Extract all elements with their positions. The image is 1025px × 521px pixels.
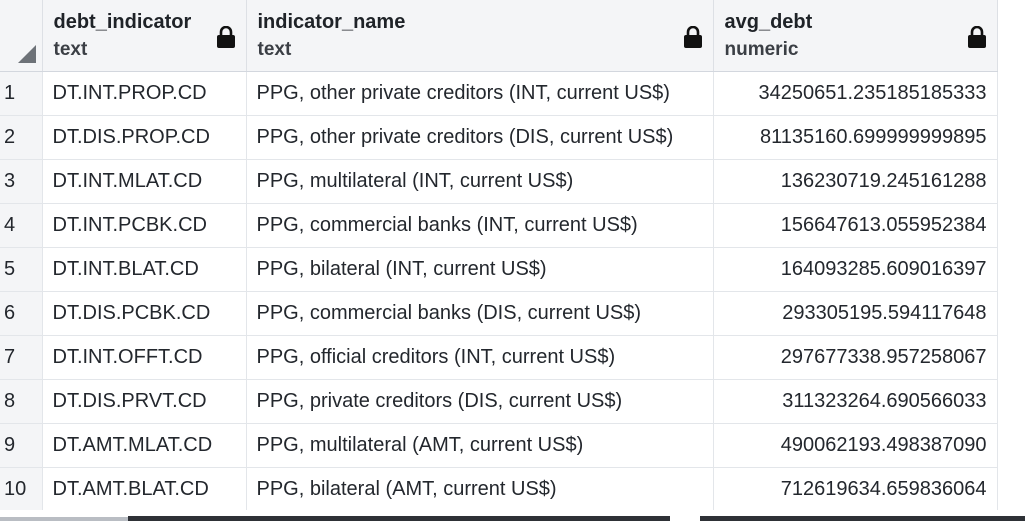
- column-header-debt-indicator[interactable]: debt_indicator text: [42, 0, 247, 72]
- lock-icon: [967, 26, 986, 48]
- table-row[interactable]: 9 DT.AMT.MLAT.CD PPG, multilateral (AMT,…: [0, 423, 998, 468]
- scrollbar-thumb[interactable]: [128, 516, 670, 521]
- table-row[interactable]: 1 DT.INT.PROP.CD PPG, other private cred…: [0, 71, 998, 116]
- row-number[interactable]: 6: [0, 291, 43, 336]
- data-table: debt_indicator text indicator_name text: [0, 0, 998, 512]
- row-number[interactable]: 1: [0, 71, 43, 116]
- column-header-indicator-name[interactable]: indicator_name text: [246, 0, 714, 72]
- table-row[interactable]: 7 DT.INT.OFFT.CD PPG, official creditors…: [0, 335, 998, 380]
- scrollbar-track: [0, 517, 128, 521]
- column-type: numeric: [724, 39, 799, 60]
- table-row[interactable]: 6 DT.DIS.PCBK.CD PPG, commercial banks (…: [0, 291, 998, 336]
- cell-avg-debt[interactable]: 293305195.594117648: [713, 291, 998, 336]
- cell-debt-indicator[interactable]: DT.INT.PROP.CD: [42, 71, 247, 116]
- cell-avg-debt[interactable]: 34250651.235185185333: [713, 71, 998, 116]
- cell-debt-indicator[interactable]: DT.DIS.PROP.CD: [42, 115, 247, 160]
- table-row[interactable]: 8 DT.DIS.PRVT.CD PPG, private creditors …: [0, 379, 998, 424]
- cell-indicator-name[interactable]: PPG, bilateral (INT, current US$): [246, 247, 714, 292]
- header-row: debt_indicator text indicator_name text: [0, 0, 998, 72]
- cell-avg-debt[interactable]: 311323264.690566033: [713, 379, 998, 424]
- cell-debt-indicator[interactable]: DT.AMT.BLAT.CD: [42, 467, 247, 512]
- cell-debt-indicator[interactable]: DT.AMT.MLAT.CD: [42, 423, 247, 468]
- cell-avg-debt[interactable]: 81135160.699999999895: [713, 115, 998, 160]
- lock-icon: [216, 26, 235, 48]
- table-row[interactable]: 5 DT.INT.BLAT.CD PPG, bilateral (INT, cu…: [0, 247, 998, 292]
- table-row[interactable]: 4 DT.INT.PCBK.CD PPG, commercial banks (…: [0, 203, 998, 248]
- column-name: indicator_name: [257, 11, 406, 33]
- row-number[interactable]: 9: [0, 423, 43, 468]
- scrollbar-segment: [700, 516, 1025, 521]
- cell-avg-debt[interactable]: 136230719.245161288: [713, 159, 998, 204]
- cell-indicator-name[interactable]: PPG, private creditors (DIS, current US$…: [246, 379, 714, 424]
- cell-avg-debt[interactable]: 164093285.609016397: [713, 247, 998, 292]
- column-header-avg-debt[interactable]: avg_debt numeric: [713, 0, 998, 72]
- cell-avg-debt[interactable]: 712619634.659836064: [713, 467, 998, 512]
- row-number[interactable]: 5: [0, 247, 43, 292]
- select-all-corner[interactable]: [0, 0, 43, 72]
- cell-debt-indicator[interactable]: DT.INT.OFFT.CD: [42, 335, 247, 380]
- row-number[interactable]: 7: [0, 335, 43, 380]
- table-row[interactable]: 2 DT.DIS.PROP.CD PPG, other private cred…: [0, 115, 998, 160]
- cell-debt-indicator[interactable]: DT.DIS.PCBK.CD: [42, 291, 247, 336]
- row-number[interactable]: 2: [0, 115, 43, 160]
- cell-indicator-name[interactable]: PPG, bilateral (AMT, current US$): [246, 467, 714, 512]
- cell-avg-debt[interactable]: 490062193.498387090: [713, 423, 998, 468]
- cell-indicator-name[interactable]: PPG, other private creditors (DIS, curre…: [246, 115, 714, 160]
- cell-indicator-name[interactable]: PPG, commercial banks (INT, current US$): [246, 203, 714, 248]
- cell-debt-indicator[interactable]: DT.INT.PCBK.CD: [42, 203, 247, 248]
- cell-avg-debt[interactable]: 297677338.957258067: [713, 335, 998, 380]
- table-row[interactable]: 10 DT.AMT.BLAT.CD PPG, bilateral (AMT, c…: [0, 467, 998, 512]
- column-type: text: [53, 39, 88, 60]
- select-all-triangle-icon[interactable]: [18, 45, 36, 63]
- column-name: debt_indicator: [53, 11, 192, 33]
- cell-debt-indicator[interactable]: DT.INT.MLAT.CD: [42, 159, 247, 204]
- cell-debt-indicator[interactable]: DT.DIS.PRVT.CD: [42, 379, 247, 424]
- cell-indicator-name[interactable]: PPG, commercial banks (DIS, current US$): [246, 291, 714, 336]
- result-grid: debt_indicator text indicator_name text: [0, 0, 998, 512]
- column-type: text: [257, 39, 292, 60]
- row-number[interactable]: 4: [0, 203, 43, 248]
- row-number[interactable]: 10: [0, 467, 43, 512]
- cell-indicator-name[interactable]: PPG, official creditors (INT, current US…: [246, 335, 714, 380]
- horizontal-scrollbar[interactable]: [0, 510, 1025, 521]
- cell-indicator-name[interactable]: PPG, other private creditors (INT, curre…: [246, 71, 714, 116]
- row-number[interactable]: 3: [0, 159, 43, 204]
- row-number[interactable]: 8: [0, 379, 43, 424]
- cell-indicator-name[interactable]: PPG, multilateral (INT, current US$): [246, 159, 714, 204]
- lock-icon: [683, 26, 702, 48]
- cell-indicator-name[interactable]: PPG, multilateral (AMT, current US$): [246, 423, 714, 468]
- column-name: avg_debt: [724, 11, 813, 33]
- table-row[interactable]: 3 DT.INT.MLAT.CD PPG, multilateral (INT,…: [0, 159, 998, 204]
- cell-debt-indicator[interactable]: DT.INT.BLAT.CD: [42, 247, 247, 292]
- cell-avg-debt[interactable]: 156647613.055952384: [713, 203, 998, 248]
